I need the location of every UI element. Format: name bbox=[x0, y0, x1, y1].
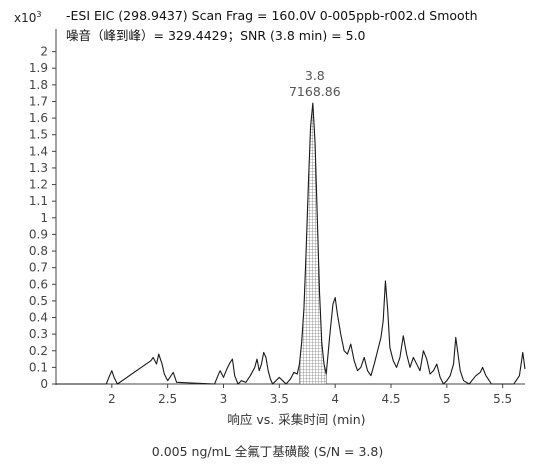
x-axis-title: 响应 vs. 采集时间 (min) bbox=[227, 412, 365, 427]
y-tick-label: 1.2 bbox=[29, 178, 48, 192]
y-tick-label: 1.7 bbox=[29, 94, 48, 108]
y-tick-label: 0.7 bbox=[29, 261, 48, 275]
x-tick-label: 2 bbox=[108, 392, 116, 406]
y-scale-exponent: 3 bbox=[36, 10, 42, 19]
y-tick-label: 1.6 bbox=[29, 111, 48, 125]
peak-retention-time-label: 3.8 bbox=[305, 68, 325, 83]
y-tick-label: 0.1 bbox=[29, 360, 48, 374]
y-tick-label: 0.9 bbox=[29, 227, 48, 241]
eic-header-line1: -ESI EIC (298.9437) Scan Frag = 160.0V 0… bbox=[66, 8, 478, 23]
x-tick-label: 3 bbox=[220, 392, 228, 406]
y-tick-label: 0.3 bbox=[29, 327, 48, 341]
y-tick-label: 0.8 bbox=[29, 244, 48, 258]
axes-layer bbox=[52, 29, 525, 388]
y-scale-base: x10 bbox=[14, 11, 37, 25]
y-tick-label: 1.9 bbox=[29, 61, 48, 75]
y-tick-label: 1.4 bbox=[29, 144, 48, 158]
trace-layer bbox=[56, 102, 526, 385]
y-tick-label: 2 bbox=[40, 45, 48, 59]
y-tick-label: 1.1 bbox=[29, 194, 48, 208]
x-tick-label: 5 bbox=[443, 392, 451, 406]
y-tick-label: 1.5 bbox=[29, 128, 48, 142]
y-scale-label: x103 bbox=[14, 10, 41, 25]
x-tick-label: 5.5 bbox=[493, 392, 512, 406]
x-tick-label: 4.5 bbox=[381, 392, 400, 406]
eic-trace-line bbox=[56, 102, 526, 385]
y-tick-label: 0.2 bbox=[29, 344, 48, 358]
y-tick-label: 1 bbox=[40, 211, 48, 225]
x-tick-label: 4 bbox=[331, 392, 339, 406]
y-tick-label: 0 bbox=[40, 377, 48, 391]
y-tick-label: 0.4 bbox=[29, 311, 48, 325]
figure-caption: 0.005 ng/mL 全氟丁基磺酸 (S/N = 3.8) bbox=[151, 444, 384, 459]
noise-snr-header-line2: 噪音（峰到峰）= 329.4429；SNR (3.8 min) = 5.0 bbox=[66, 28, 366, 43]
x-tick-label: 2.5 bbox=[158, 392, 177, 406]
peak-height-label: 7168.86 bbox=[289, 84, 341, 99]
label-layer: 0 0.1 0.2 0.3 0.4 0.5 0.6 0.7 0.8 0.9 1 1.1 1.2 1.3 1.… bbox=[29, 45, 512, 427]
y-tick-label: 1.3 bbox=[29, 161, 48, 175]
x-tick-label: 3.5 bbox=[270, 392, 289, 406]
y-tick-label: 0.6 bbox=[29, 277, 48, 291]
y-tick-label: 1.8 bbox=[29, 78, 48, 92]
y-tick-label: 0.5 bbox=[29, 294, 48, 308]
